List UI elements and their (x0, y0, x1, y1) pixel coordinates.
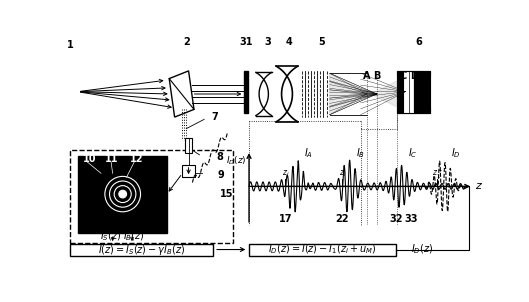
Bar (78, 156, 167, 233)
Text: $I(z)=I_S(z)-\gamma I_B(z)$: $I(z)=I_S(z)-\gamma I_B(z)$ (98, 243, 185, 256)
Text: 33: 33 (405, 214, 418, 224)
Text: A: A (363, 71, 371, 81)
Text: $I_D(z)$: $I_D(z)$ (226, 154, 247, 166)
Text: 7: 7 (212, 112, 218, 122)
Text: $z_1^+$: $z_1^+$ (432, 167, 444, 181)
Text: 3: 3 (264, 37, 271, 47)
Text: $I_C$: $I_C$ (408, 146, 418, 160)
Text: 31: 31 (239, 37, 253, 47)
Text: $z_i$: $z_i$ (339, 169, 346, 179)
Text: 32: 32 (389, 214, 403, 224)
Bar (243, 71, 248, 113)
Text: 15: 15 (220, 189, 233, 199)
Bar (249, 244, 396, 256)
Text: 10: 10 (83, 154, 97, 165)
Bar (185, 138, 193, 153)
Text: $I_D(z)=I(z)-I_1(z_i+u_M)$: $I_D(z)=I(z)-I_1(z_i+u_M)$ (268, 243, 376, 256)
Text: 2: 2 (183, 37, 189, 47)
Text: $I_D(z)$: $I_D(z)$ (412, 243, 434, 256)
Bar (403, 71, 414, 113)
Text: 12: 12 (130, 154, 143, 165)
Text: $I_S(z)$: $I_S(z)$ (101, 230, 122, 243)
Bar (183, 165, 195, 177)
Text: 11: 11 (105, 154, 118, 165)
Bar (414, 71, 430, 113)
Bar (70, 150, 233, 243)
Text: 1: 1 (67, 40, 74, 50)
Text: 4: 4 (286, 37, 293, 47)
Bar (397, 108, 430, 113)
Text: D: D (410, 71, 418, 81)
Text: 8: 8 (216, 152, 223, 162)
Text: $I_A$: $I_A$ (304, 146, 313, 160)
Text: $I_B(z)$: $I_B(z)$ (123, 230, 145, 243)
Circle shape (120, 191, 126, 197)
Text: B: B (373, 71, 380, 81)
Text: $I_D$: $I_D$ (451, 146, 461, 160)
Text: 17: 17 (279, 214, 292, 224)
Text: 9: 9 (218, 170, 224, 180)
Text: C: C (399, 71, 407, 81)
Bar (397, 71, 430, 76)
Text: 5: 5 (318, 37, 325, 47)
Text: 22: 22 (335, 214, 349, 224)
Polygon shape (330, 73, 397, 115)
Polygon shape (169, 71, 194, 117)
Bar (397, 71, 403, 113)
Text: 6: 6 (415, 37, 422, 47)
Bar (70, 244, 213, 256)
Text: $z_i$: $z_i$ (282, 169, 290, 179)
Text: $z$: $z$ (476, 182, 484, 191)
Text: $I_B$: $I_B$ (356, 146, 366, 160)
